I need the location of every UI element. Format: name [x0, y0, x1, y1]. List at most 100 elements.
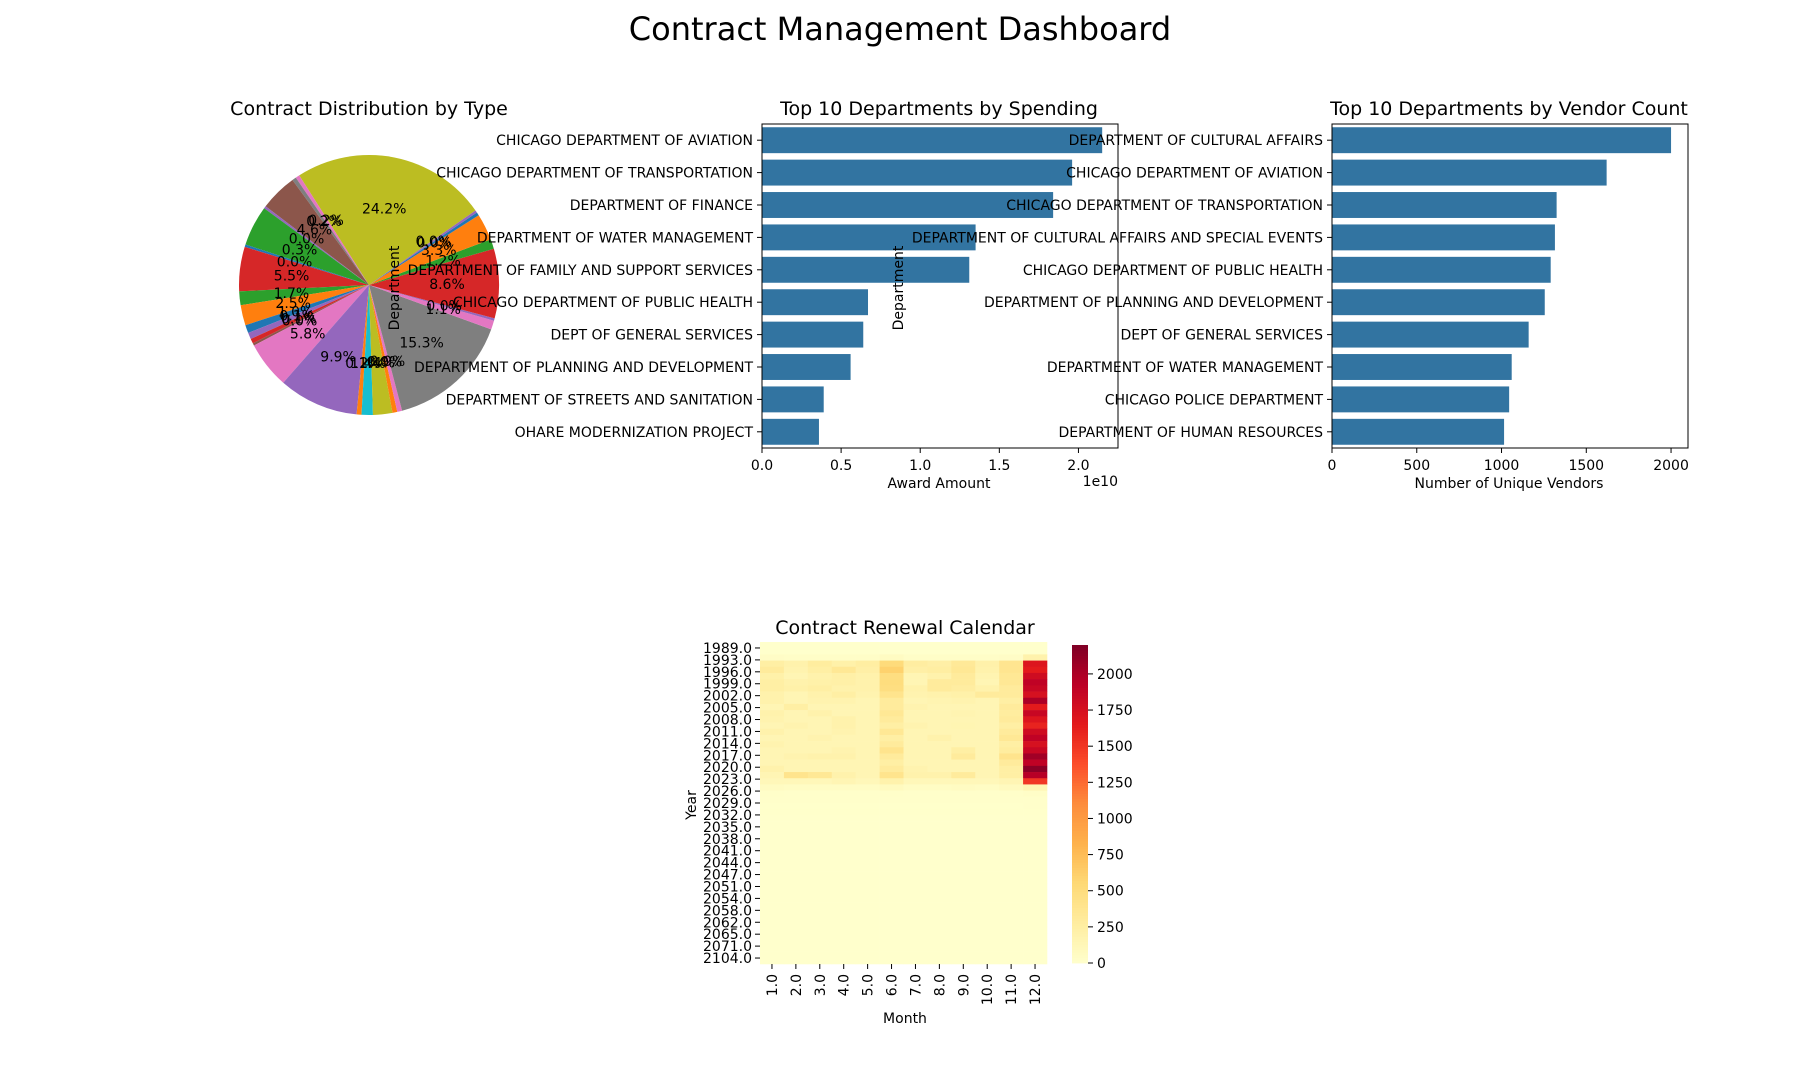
heatmap-cell	[831, 908, 856, 915]
colorbar-segment	[1072, 886, 1088, 890]
heatmap-cell	[975, 858, 1000, 866]
heatmap-cell	[999, 945, 1024, 952]
heatmap-cell	[975, 765, 1000, 773]
colorbar-tick-label: 250	[1097, 920, 1124, 936]
heatmap-month-tick-label: 10.0	[980, 974, 996, 1005]
heatmap-year-tick-label: 2017.0	[703, 748, 752, 764]
heatmap-cell	[879, 957, 904, 965]
heatmap-cell	[927, 716, 952, 723]
heatmap-cell	[975, 821, 1000, 829]
pie-slice-label-21: 15.3%	[399, 336, 443, 352]
heatmap-cell	[999, 790, 1024, 798]
heatmap-cell	[855, 864, 880, 872]
heatmap-cell	[855, 833, 880, 841]
heatmap-cell	[807, 883, 833, 890]
heatmap-cell	[783, 864, 809, 872]
colorbar-segment	[1072, 819, 1088, 823]
heatmap-cell	[975, 852, 1000, 860]
colorbar-segment	[1072, 790, 1088, 794]
bar2-department-label: CHICAGO POLICE DEPARTMENT	[1105, 392, 1324, 408]
heatmap-cell	[903, 660, 928, 668]
pie-slice-4	[264, 206, 369, 285]
heatmap-cell	[855, 642, 880, 649]
heatmap-cell	[760, 951, 785, 959]
heatmap-cell	[927, 710, 952, 717]
heatmap-cell	[1023, 871, 1048, 878]
colorbar-segment	[1072, 936, 1088, 940]
heatmap-cell	[831, 753, 856, 760]
heatmap-cell	[903, 796, 928, 804]
bar2-department-label: DEPT OF GENERAL SERVICES	[1120, 328, 1323, 344]
heatmap-cell	[760, 734, 785, 742]
heatmap-cell	[879, 710, 904, 717]
heatmap-cell	[783, 685, 809, 692]
colorbar-segment	[1072, 915, 1088, 919]
heatmap-cell	[999, 710, 1024, 717]
heatmap-cell	[879, 877, 904, 884]
bar1-bar-ohare-modernization-project	[762, 418, 819, 445]
heatmap-cell	[927, 821, 952, 829]
heatmap-month-tick-label: 2.0	[789, 974, 805, 996]
heatmap-cell	[831, 877, 856, 884]
heatmap-month-tick-label: 4.0	[837, 974, 853, 996]
colorbar-segment	[1072, 910, 1088, 914]
heatmap-year-tick-label: 1996.0	[703, 665, 752, 681]
colorbar-segment	[1072, 925, 1088, 929]
heatmap-cell	[807, 666, 833, 674]
heatmap-cell	[807, 914, 833, 921]
heatmap-cell	[831, 759, 856, 767]
heatmap-cell	[1023, 846, 1048, 853]
heatmap-cell	[975, 734, 1000, 742]
heatmap-cell	[831, 747, 856, 754]
heatmap-cell	[855, 772, 880, 779]
pie-slice-27	[369, 212, 479, 285]
heatmap-cell	[1023, 902, 1048, 909]
heatmap-cell	[999, 753, 1024, 760]
heatmap-cell	[1023, 710, 1048, 717]
heatmap-cell	[760, 933, 785, 940]
heatmap-cell	[903, 765, 928, 773]
heatmap-cell	[975, 933, 1000, 940]
colorbar-segment	[1072, 864, 1088, 868]
bar2-department-label: CHICAGO DEPARTMENT OF PUBLIC HEALTH	[1023, 263, 1323, 279]
heatmap-cell	[879, 654, 904, 661]
heatmap-cell	[975, 660, 1000, 668]
heatmap-cell	[1023, 908, 1048, 915]
heatmap-cell	[807, 679, 833, 686]
heatmap-cell	[760, 864, 785, 872]
bar2-department-label: DEPARTMENT OF CULTURAL AFFAIRS	[1069, 133, 1323, 149]
colorbar-segment	[1072, 849, 1088, 853]
heatmap-cell	[1023, 741, 1048, 748]
heatmap-cell	[807, 852, 833, 860]
heatmap-year-tick-label: 2062.0	[703, 915, 752, 931]
heatmap-cell	[879, 809, 904, 816]
heatmap-cell	[879, 833, 904, 841]
colorbar-segment	[1072, 907, 1088, 911]
heatmap-cell	[831, 741, 856, 748]
heatmap-cell	[879, 753, 904, 760]
heatmap-cell	[927, 852, 952, 860]
heatmap-cell	[951, 933, 976, 940]
heatmap-cell	[999, 716, 1024, 723]
colorbar-segment	[1072, 804, 1088, 808]
heatmap-cell	[831, 666, 856, 674]
heatmap-cell	[1023, 852, 1048, 860]
heatmap-year-tick-label: 2038.0	[703, 832, 752, 848]
heatmap-cell	[975, 920, 1000, 928]
heatmap-cell	[927, 833, 952, 841]
colorbar-segment	[1072, 668, 1088, 672]
heatmap-cell	[951, 833, 976, 841]
heatmap-cell	[1023, 753, 1048, 760]
heatmap-cell	[1023, 957, 1048, 965]
heatmap-cell	[927, 846, 952, 853]
heatmap-cell	[903, 691, 928, 699]
heatmap-cell	[831, 833, 856, 841]
heatmap-cell	[1023, 815, 1048, 822]
heatmap-cell	[927, 679, 952, 686]
heatmap-cell	[855, 895, 880, 903]
heatmap-cell	[807, 685, 833, 692]
pie-slice-label-24: 8.6%	[429, 277, 465, 293]
heatmap-cell	[1023, 716, 1048, 723]
heatmap-month-tick-label: 12.0	[1028, 974, 1044, 1005]
bar1-x-tick-label: 1.0	[909, 458, 931, 474]
